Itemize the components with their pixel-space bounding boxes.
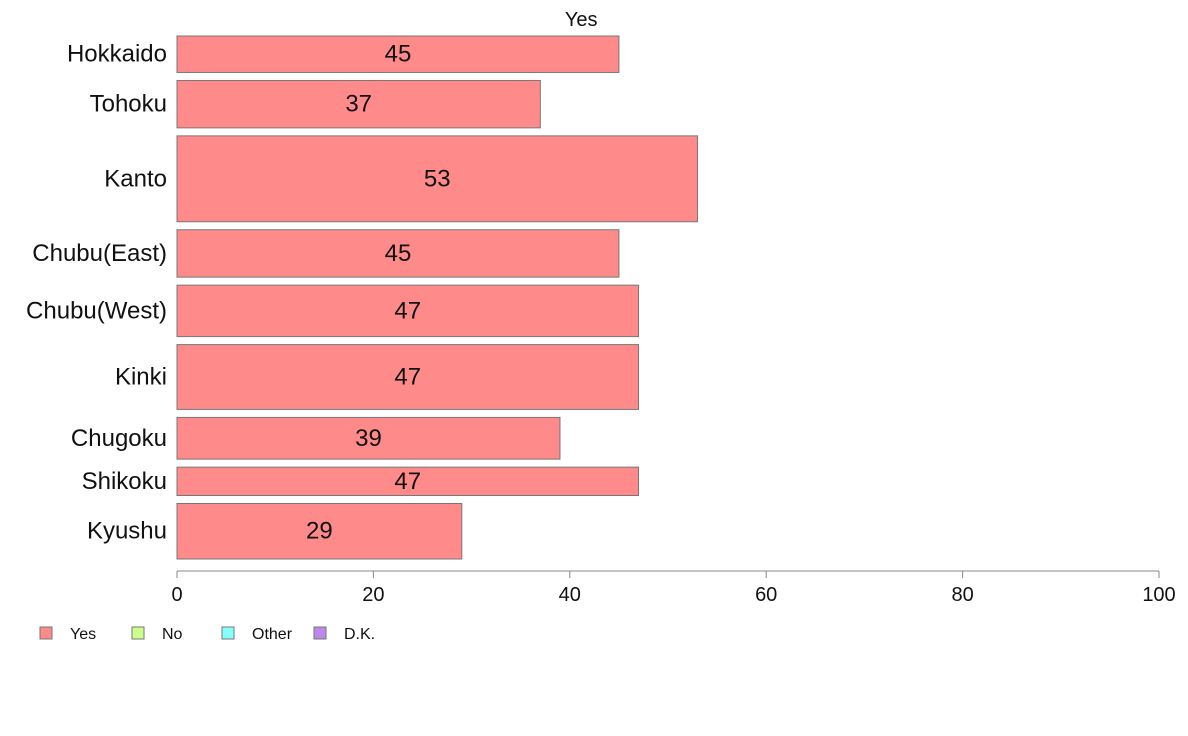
- category-label: Chugoku: [71, 425, 167, 452]
- category-labels: Hokkaido Tohoku Kanto Chubu(East) Chubu(West…: [26, 41, 167, 545]
- legend-label: D.K.: [344, 626, 375, 643]
- category-label: Kinki: [115, 364, 167, 391]
- category-label: Chubu(East): [32, 240, 167, 267]
- value-label: 47: [394, 297, 421, 324]
- value-labels: 45 37 53 45 47 47 39 47 29: [306, 41, 451, 545]
- value-label: 37: [345, 91, 372, 118]
- x-tick-label: 100: [1142, 584, 1175, 606]
- x-axis: 0 20 40 60 80 100: [171, 570, 1176, 606]
- bar-segment: [176, 79, 541, 129]
- series-title: Yes: [565, 9, 598, 31]
- x-tick-label: 20: [362, 584, 384, 606]
- category-label: Tohoku: [90, 91, 167, 118]
- legend-swatch: [313, 626, 327, 640]
- value-label: 45: [385, 41, 412, 68]
- value-label: 45: [385, 240, 412, 267]
- category-label: Shikoku: [82, 468, 167, 495]
- value-label: 39: [355, 425, 382, 452]
- legend-swatch: [131, 626, 145, 640]
- x-tick-label: 80: [951, 584, 973, 606]
- bar-segment: [176, 229, 620, 278]
- legend-swatch: [221, 626, 235, 640]
- bar-segment: [176, 416, 561, 460]
- bar-segment: [176, 466, 640, 496]
- bar-segment: [176, 344, 640, 410]
- legend: Yes No Other D.K.: [39, 626, 375, 643]
- x-tick-label: 0: [171, 584, 182, 606]
- bar-segment: [176, 135, 698, 223]
- bar-segment: [176, 35, 620, 73]
- category-label: Hokkaido: [67, 41, 167, 68]
- bar-segment: [176, 502, 463, 560]
- category-label: Kanto: [104, 165, 167, 192]
- x-tick-label: 40: [559, 584, 581, 606]
- category-label: Chubu(West): [26, 297, 167, 324]
- legend-label: Other: [252, 626, 293, 643]
- category-label: Kyushu: [87, 518, 167, 545]
- bar-segment: [176, 284, 640, 338]
- legend-label: Yes: [70, 626, 96, 643]
- legend-swatch: [39, 626, 53, 640]
- value-label: 47: [394, 364, 421, 391]
- value-label: 53: [424, 165, 451, 192]
- value-label: 47: [394, 468, 421, 495]
- x-tick-label: 60: [755, 584, 777, 606]
- bars-group: [176, 35, 698, 560]
- legend-label: No: [162, 626, 183, 643]
- value-label: 29: [306, 518, 333, 545]
